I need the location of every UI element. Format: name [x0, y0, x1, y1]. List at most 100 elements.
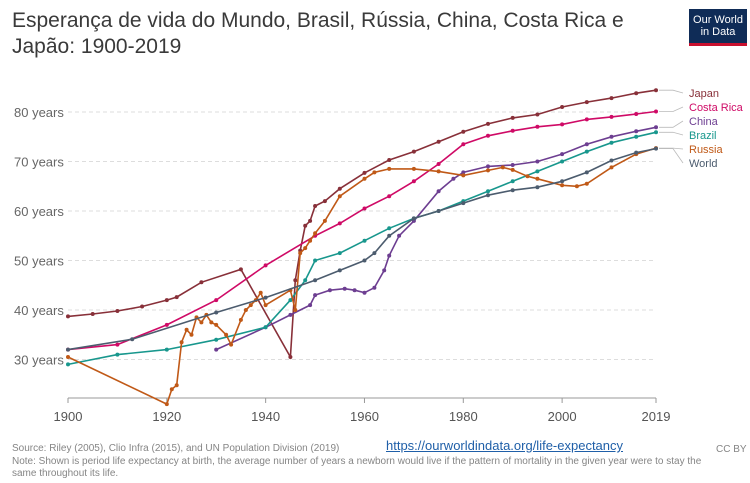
data-point-world [609, 158, 614, 163]
data-point-japan [303, 223, 308, 228]
x-tick-label: 1920 [152, 409, 181, 424]
data-point-costa-rica [584, 117, 589, 122]
data-point-world [461, 201, 466, 206]
data-point-russia [224, 332, 229, 337]
data-point-japan [362, 170, 367, 175]
series-label-brazil: Brazil [689, 130, 717, 142]
data-point-costa-rica [337, 221, 342, 226]
data-point-costa-rica [654, 109, 658, 114]
data-point-russia [362, 176, 367, 181]
logo-line-1: Our World [693, 14, 743, 26]
data-point-japan [115, 309, 120, 313]
data-point-japan [288, 355, 293, 359]
series-japan[interactable] [66, 88, 658, 360]
data-point-china [461, 170, 466, 175]
data-point-china [308, 303, 313, 308]
data-point-brazil [584, 149, 589, 154]
logo-line-2: in Data [700, 26, 736, 38]
series-world[interactable] [66, 146, 658, 352]
y-tick-label: 50 years [14, 254, 64, 269]
data-point-russia [337, 194, 342, 199]
data-point-costa-rica [214, 298, 219, 303]
data-point-russia [66, 355, 70, 359]
data-point-japan [436, 139, 441, 144]
series-china[interactable] [214, 125, 658, 352]
data-point-brazil [362, 238, 367, 243]
data-point-costa-rica [411, 179, 416, 184]
data-point-brazil [337, 251, 342, 256]
data-point-world [372, 251, 377, 256]
data-point-brazil [303, 278, 308, 283]
source-link[interactable]: https://ourworldindata.org/life-expectan… [386, 438, 624, 453]
data-point-world [362, 258, 367, 263]
data-point-world [263, 295, 268, 300]
data-point-japan [634, 91, 639, 96]
data-point-china [609, 134, 614, 139]
data-point-russia [308, 238, 313, 243]
y-tick-label: 80 years [14, 105, 64, 120]
y-axis-ticks: 30 years 40 years 50 years 60 years 70 years… [14, 105, 64, 368]
data-point-russia [229, 342, 234, 347]
data-point-world [584, 170, 589, 175]
note-text: Note: Shown is period life expectancy at… [12, 456, 702, 479]
data-point-russia [313, 231, 318, 236]
data-point-world [654, 146, 658, 151]
data-point-china [654, 125, 658, 130]
data-point-russia [535, 176, 540, 181]
data-point-china [382, 268, 387, 273]
data-point-brazil [288, 298, 293, 303]
data-point-china [288, 312, 293, 317]
data-point-brazil [510, 179, 515, 184]
data-point-japan [584, 100, 589, 105]
data-point-russia [169, 387, 174, 392]
data-point-russia [184, 327, 189, 332]
data-point-japan [66, 314, 70, 319]
series-russia[interactable] [66, 146, 658, 407]
data-point-china [372, 285, 377, 290]
data-point-russia [574, 184, 579, 189]
data-point-japan [199, 280, 204, 285]
data-point-japan [293, 278, 298, 283]
data-point-russia [560, 183, 565, 188]
data-point-brazil [634, 134, 639, 139]
grid-lines [68, 111, 656, 360]
x-tick-label: 1900 [54, 409, 83, 424]
data-point-costa-rica [263, 263, 268, 268]
data-point-russia [525, 174, 530, 179]
data-point-japan [322, 199, 327, 204]
data-point-russia [298, 251, 303, 256]
x-tick-label: 1960 [350, 409, 379, 424]
data-point-russia [322, 218, 327, 223]
data-point-costa-rica [535, 124, 540, 129]
data-point-costa-rica [436, 162, 441, 166]
series-lines [66, 88, 658, 407]
data-point-russia [436, 169, 441, 174]
data-point-russia [243, 308, 248, 312]
data-point-russia [263, 303, 268, 308]
y-tick-label: 70 years [14, 155, 64, 170]
data-point-japan [486, 121, 490, 126]
y-tick-label: 40 years [14, 303, 64, 318]
x-tick-label: 2019 [642, 409, 671, 424]
data-point-brazil [66, 362, 70, 367]
data-point-china [584, 142, 589, 147]
data-point-russia [584, 181, 589, 186]
data-point-world [535, 185, 540, 190]
data-point-russia [174, 383, 179, 388]
data-point-russia [303, 246, 308, 251]
data-point-costa-rica [634, 112, 639, 116]
data-point-russia [179, 340, 184, 345]
data-point-japan [560, 105, 565, 109]
data-point-japan [461, 129, 466, 134]
data-point-japan [337, 186, 342, 191]
series-brazil[interactable] [66, 130, 658, 367]
data-point-world [634, 150, 639, 155]
data-point-costa-rica [609, 114, 614, 119]
owid-logo[interactable]: Our World in Data [689, 9, 747, 46]
data-point-world [337, 268, 342, 273]
data-point-china [387, 253, 392, 258]
data-point-russia [500, 165, 505, 170]
series-costa-rica[interactable] [66, 109, 658, 352]
data-point-japan [535, 112, 540, 117]
